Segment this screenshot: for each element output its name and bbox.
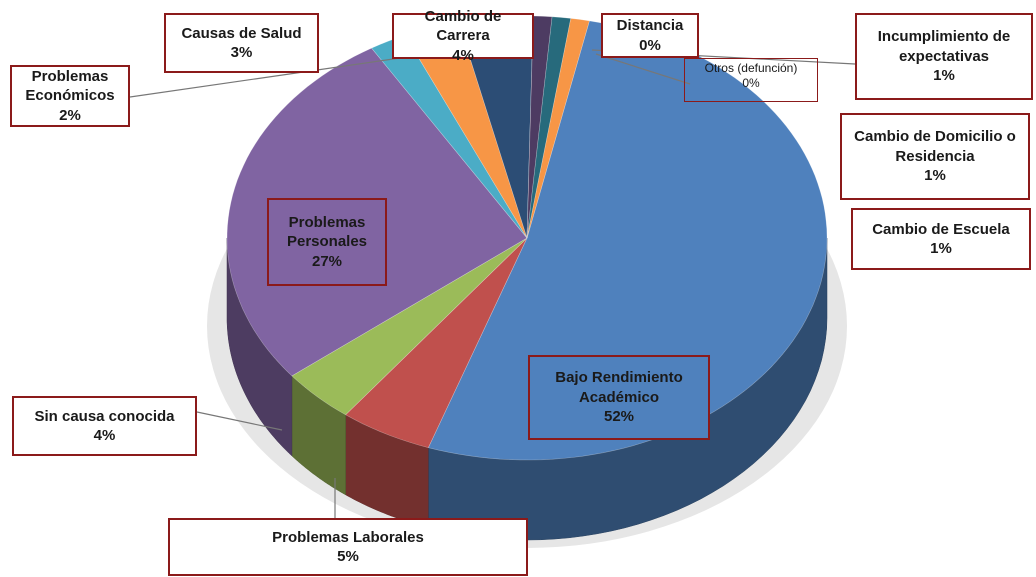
- label-value: 0%: [742, 76, 760, 90]
- label-value: 4%: [452, 46, 474, 64]
- label-name: Cambio de Carrera: [424, 7, 502, 45]
- pie-slice: [526, 18, 590, 239]
- label-name: Causas de Salud: [181, 24, 302, 42]
- pie-slice: [427, 20, 828, 461]
- data-label: Problemas Laborales 5%: [168, 518, 528, 576]
- label-name: Problemas Económicos: [25, 67, 115, 105]
- label-name: Distancia: [616, 17, 684, 34]
- label-name: Problemas Laborales: [272, 528, 424, 546]
- data-label: Cambio de Escuela 1%: [851, 208, 1031, 270]
- label-value: 1%: [933, 67, 955, 85]
- label-value: 0%: [639, 36, 661, 54]
- slice-side: [226, 238, 293, 457]
- data-label: Bajo Rendimiento Académico 52%: [528, 355, 710, 440]
- data-label: Causas de Salud 3%: [164, 13, 319, 73]
- pie-slice: [345, 237, 528, 449]
- data-label: Sin causa conocida 4%: [12, 396, 197, 456]
- label-name: Problemas Personales: [286, 213, 368, 251]
- data-label: Otros (defunción) 0%: [684, 58, 818, 102]
- label-value: 52%: [603, 408, 635, 426]
- label-value: 2%: [59, 106, 81, 124]
- data-label: Problemas Económicos 2%: [10, 65, 130, 127]
- leader-line: [196, 411, 283, 431]
- label-name: Bajo Rendimiento Académico: [555, 369, 683, 406]
- label-name: Sin causa conocida: [34, 407, 175, 425]
- label-value: 3%: [230, 44, 253, 61]
- leader-line: [595, 53, 691, 85]
- label-value: 1%: [930, 240, 952, 257]
- label-value: 4%: [93, 427, 116, 444]
- data-label: Cambio de Domicilio o Residencia 1%: [840, 113, 1030, 200]
- data-label: Distancia 0%: [601, 13, 699, 58]
- leader-line: [129, 57, 401, 98]
- data-label: Cambio de Carrera 4%: [392, 8, 534, 64]
- label-name: Cambio de Domicilio o Residencia: [854, 128, 1016, 165]
- label-name: Otros (defunción): [704, 61, 798, 75]
- data-label: Problemas Personales 27%: [267, 198, 387, 286]
- label-value: 5%: [337, 548, 359, 565]
- label-name: Cambio de Escuela: [872, 220, 1010, 238]
- label-name: Incumplimiento de expectativas: [877, 28, 1011, 65]
- label-value: 1%: [924, 167, 946, 185]
- pie-slice: [291, 237, 528, 416]
- data-label: Incumplimiento de expectativas 1%: [855, 13, 1033, 100]
- label-value: 27%: [311, 252, 343, 270]
